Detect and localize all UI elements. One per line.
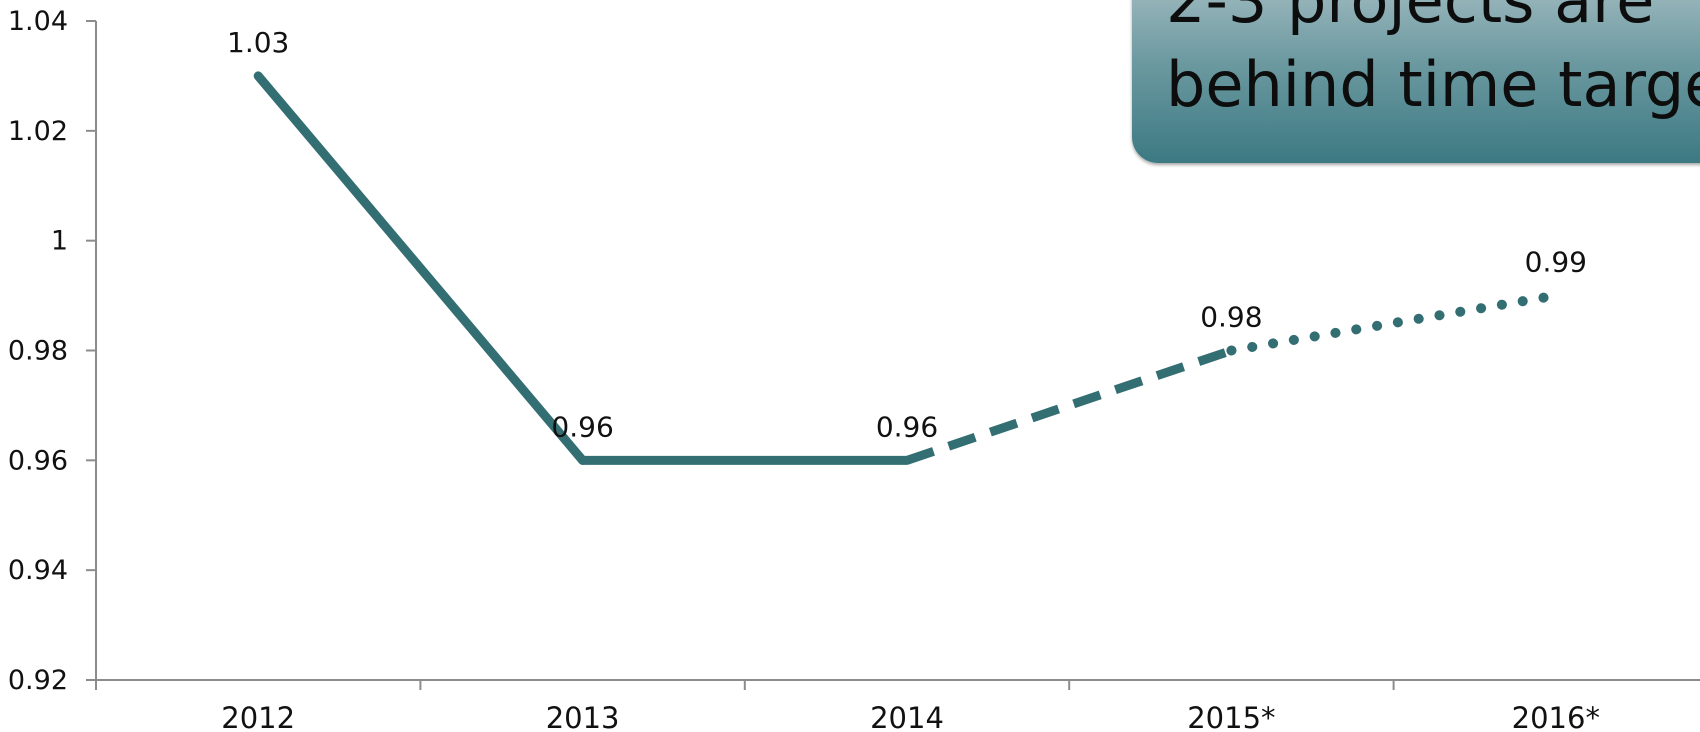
series-line-segment bbox=[253, 71, 588, 465]
y-tick-label: 0.92 bbox=[8, 665, 68, 696]
y-tick-label: 1.02 bbox=[8, 116, 68, 147]
data-label: 1.03 bbox=[227, 26, 289, 59]
x-tick-label: 2015* bbox=[1187, 701, 1275, 732]
y-tick-label: 1 bbox=[51, 226, 68, 257]
y-tick-label: 0.96 bbox=[8, 445, 68, 476]
data-label: 0.96 bbox=[876, 410, 938, 443]
series-line-segment bbox=[905, 346, 1233, 465]
y-tick-label: 0.98 bbox=[8, 336, 68, 367]
callout-text-line-1: 2-3 projects are bbox=[1166, 0, 1655, 37]
data-label: 0.99 bbox=[1525, 246, 1587, 279]
callout-text-line-2: behind time target bbox=[1166, 48, 1700, 121]
x-tick-label: 2013 bbox=[546, 701, 620, 732]
series-line-segment bbox=[1226, 290, 1561, 356]
data-label: 0.98 bbox=[1200, 301, 1262, 334]
y-tick-label: 1.04 bbox=[8, 6, 68, 37]
callout-box: 2-3 projects are behind time target bbox=[1132, 0, 1700, 163]
x-tick-label: 2012 bbox=[221, 701, 295, 732]
y-tick-label: 0.94 bbox=[8, 555, 68, 586]
data-label: 0.96 bbox=[551, 410, 613, 443]
x-tick-label: 2014 bbox=[870, 701, 944, 732]
x-tick-label: 2016* bbox=[1512, 701, 1600, 732]
